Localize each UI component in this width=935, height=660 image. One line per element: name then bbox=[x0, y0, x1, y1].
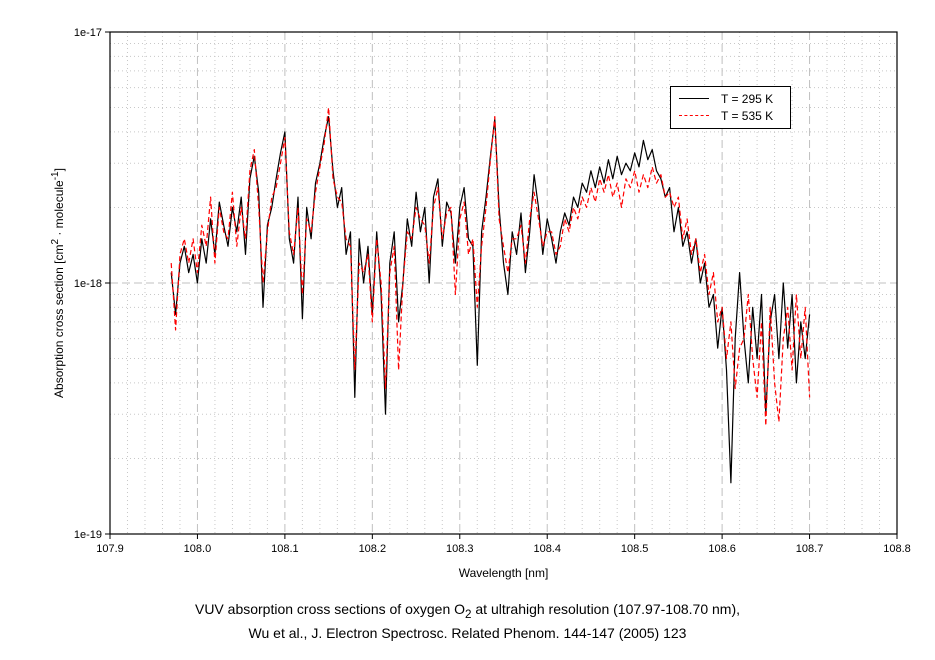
legend-swatch-solid bbox=[679, 98, 709, 99]
x-tick-label: 108.1 bbox=[271, 543, 299, 555]
y-label-mid: · molecule bbox=[52, 180, 66, 239]
x-tick-label: 108.4 bbox=[533, 543, 561, 555]
legend: T = 295 K T = 535 K bbox=[670, 86, 791, 129]
legend-label: T = 535 K bbox=[721, 108, 774, 123]
x-tick-label: 108.7 bbox=[796, 543, 824, 555]
series-layer bbox=[170, 106, 811, 484]
x-axis-label: Wavelength [nm] bbox=[458, 566, 549, 580]
grid bbox=[110, 32, 897, 534]
x-tick-label: 108.2 bbox=[359, 543, 387, 555]
y-label-end: ] bbox=[52, 168, 66, 172]
y-tick-label: 1e-19 bbox=[74, 529, 102, 541]
y-axis-label: Absorption cross section [cm2 · molecule… bbox=[50, 113, 66, 453]
x-tick-label: 108.0 bbox=[184, 543, 212, 555]
legend-item-295k: T = 295 K bbox=[679, 91, 773, 106]
series-line-535k bbox=[170, 106, 811, 427]
x-tick-label: 107.9 bbox=[96, 543, 124, 555]
axis-ticks: 107.9 108.0 108.1 108.2 108.3 108.4 108.5 108.6… bbox=[74, 27, 911, 555]
x-tick-label: 108.5 bbox=[621, 543, 649, 555]
x-tick-label: 108.6 bbox=[708, 543, 736, 555]
caption-text: VUV absorption cross sections of oxygen … bbox=[194, 601, 466, 617]
legend-swatch-dashed bbox=[679, 115, 709, 116]
legend-item-535k: T = 535 K bbox=[679, 108, 773, 123]
y-label-sup1: 2 bbox=[50, 238, 61, 245]
caption-line-1: VUV absorption cross sections of oxygen … bbox=[0, 601, 935, 621]
legend-label: T = 295 K bbox=[721, 91, 774, 106]
y-tick-label: 1e-18 bbox=[74, 278, 102, 290]
x-tick-label: 108.3 bbox=[446, 543, 474, 555]
caption-line-2: Wu et al., J. Electron Spectrosc. Relate… bbox=[248, 625, 687, 641]
y-label-main: Absorption cross section [cm bbox=[52, 244, 66, 398]
caption-subscript: 2 bbox=[465, 607, 472, 621]
y-tick-label: 1e-17 bbox=[74, 27, 102, 39]
x-tick-label: 108.8 bbox=[883, 543, 911, 555]
y-label-sup2: -1 bbox=[50, 171, 61, 181]
caption-text: at ultrahigh resolution (107.97-108.70 n… bbox=[471, 601, 740, 617]
series-line-295k bbox=[170, 115, 811, 484]
